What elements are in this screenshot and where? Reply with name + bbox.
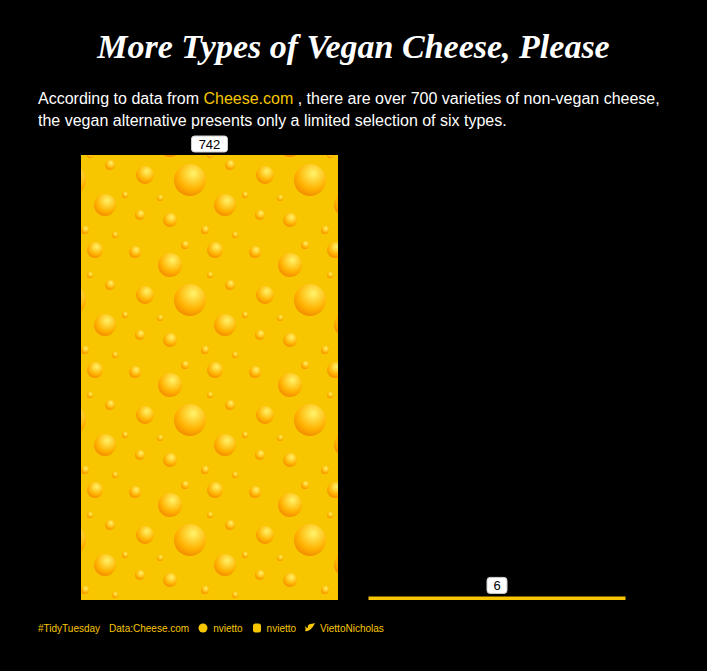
html-text:ViettoNicholas: ViettoNicholas [320,622,384,634]
html-text:More Types of Vegan Cheese, Pl: More Types of Vegan Cheese, Please [97,28,610,65]
html-text:nvietto: nvietto [213,622,243,634]
svg-text:6: 6 [493,578,500,593]
svg-text:742: 742 [199,137,221,152]
html-text:According to data from Cheese.: According to data from Cheese.com, there… [38,90,660,129]
html-text:Data:Cheese.com: Data:Cheese.com [109,622,190,634]
html-text:#TidyTuesday: #TidyTuesday [38,622,101,634]
html-text:nvietto: nvietto [266,622,297,634]
